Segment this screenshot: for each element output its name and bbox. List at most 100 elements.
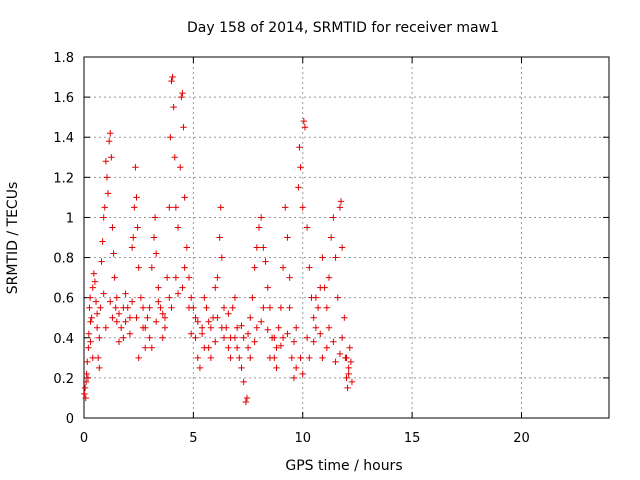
data-point <box>107 298 114 305</box>
data-point <box>104 190 112 197</box>
data-point <box>217 204 224 211</box>
data-point <box>277 304 285 311</box>
data-point <box>253 244 261 251</box>
data-point <box>264 284 271 291</box>
data-point <box>212 284 219 291</box>
data-point <box>142 324 149 331</box>
data-point <box>102 158 110 165</box>
data-point <box>346 344 353 352</box>
data-point <box>133 194 140 201</box>
data-point <box>82 394 89 402</box>
x-tick-label: 10 <box>294 431 311 446</box>
data-point <box>336 350 344 358</box>
data-point <box>207 324 215 331</box>
y-tick-label: 1.4 <box>53 131 74 146</box>
x-axis-title: GPS time / hours <box>285 458 402 474</box>
data-point <box>233 344 241 352</box>
data-point <box>120 334 127 341</box>
data-point <box>260 304 267 311</box>
data-point <box>292 364 300 372</box>
data-point <box>231 294 239 301</box>
data-point <box>96 334 103 341</box>
data-point <box>152 250 160 257</box>
data-point <box>303 224 311 231</box>
data-point <box>220 304 228 311</box>
data-point <box>109 224 116 231</box>
data-point <box>301 123 309 131</box>
data-point <box>334 294 341 301</box>
data-point <box>297 164 304 171</box>
data-point <box>89 284 96 291</box>
data-point <box>130 234 137 241</box>
data-point <box>178 93 185 101</box>
data-point <box>300 117 308 125</box>
data-point <box>317 330 324 337</box>
data-point <box>82 378 90 386</box>
data-point <box>196 364 204 372</box>
data-point <box>168 77 175 85</box>
data-point <box>257 318 265 325</box>
data-point <box>240 334 247 341</box>
data-point <box>81 384 89 392</box>
data-point <box>238 364 245 372</box>
data-point <box>327 234 335 241</box>
data-point <box>251 264 258 271</box>
data-point <box>111 274 118 281</box>
data-point <box>218 254 226 261</box>
data-point <box>310 338 317 345</box>
data-point <box>247 314 254 321</box>
data-point <box>306 264 313 271</box>
data-point <box>242 398 250 406</box>
data-point <box>108 154 115 161</box>
data-point <box>171 154 178 161</box>
data-point <box>135 354 142 362</box>
data-point <box>225 344 232 352</box>
data-point <box>273 344 280 352</box>
data-point <box>218 324 226 331</box>
data-point <box>330 338 337 345</box>
data-point <box>112 304 119 311</box>
data-point <box>286 304 293 311</box>
data-point <box>133 314 140 321</box>
data-point <box>207 354 215 362</box>
data-point <box>225 310 232 317</box>
data-point <box>323 304 331 311</box>
data-point <box>249 294 256 301</box>
data-point <box>98 258 105 265</box>
data-point <box>251 338 258 345</box>
data-point <box>101 204 108 211</box>
data-point <box>243 394 251 402</box>
data-point <box>99 238 106 245</box>
data-point <box>87 338 94 345</box>
data-point <box>83 370 90 378</box>
x-tick-label: 0 <box>80 431 88 446</box>
data-point <box>266 304 274 311</box>
data-point <box>181 264 188 271</box>
data-point <box>151 214 159 221</box>
x-tick-label: 5 <box>189 431 197 446</box>
y-axis-title: SRMTID / TECUs <box>5 182 21 295</box>
data-point <box>187 330 195 337</box>
data-point <box>90 270 98 277</box>
data-point <box>105 138 113 145</box>
data-point <box>113 294 121 301</box>
data-point <box>244 344 252 352</box>
data-point <box>122 290 129 297</box>
data-point <box>338 244 346 251</box>
data-point <box>81 390 88 398</box>
data-point <box>220 334 228 341</box>
data-point <box>323 344 331 352</box>
data-point <box>142 344 149 352</box>
data-point <box>152 318 160 325</box>
y-tick-label: 0.2 <box>53 372 74 387</box>
data-point <box>233 324 241 331</box>
data-point <box>88 314 95 321</box>
y-tick-label: 0 <box>66 412 74 427</box>
data-point <box>216 234 223 241</box>
data-point <box>144 314 151 321</box>
data-point <box>167 134 174 141</box>
data-point <box>128 244 136 251</box>
data-point <box>244 330 252 337</box>
data-point <box>295 184 302 191</box>
